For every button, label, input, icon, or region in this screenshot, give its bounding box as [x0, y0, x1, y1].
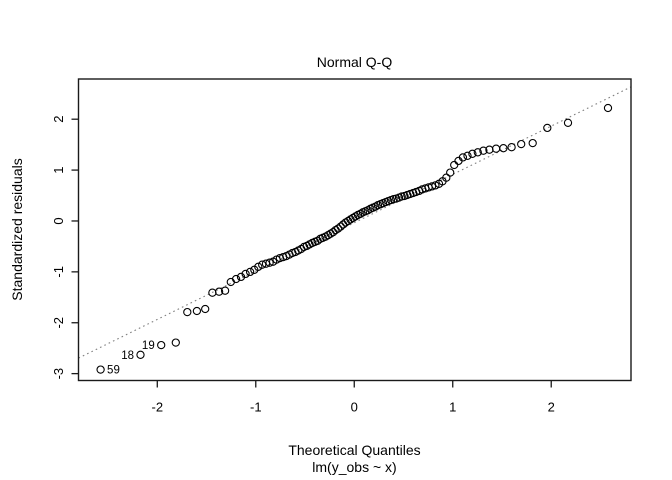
data-point	[463, 151, 472, 160]
x-tick-label: 1	[449, 400, 456, 415]
data-point	[245, 267, 255, 277]
data-point	[458, 153, 468, 162]
y-axis-label: Standardized residuals	[9, 158, 25, 300]
data-point	[603, 103, 613, 113]
data-point	[491, 144, 501, 153]
y-tick-label: -1	[51, 266, 66, 278]
data-point	[214, 287, 224, 296]
data-point	[507, 143, 516, 152]
data-point	[473, 148, 482, 157]
data-point	[450, 160, 459, 170]
data-point	[427, 182, 437, 191]
data-point	[220, 286, 230, 295]
y-tick-label: -3	[51, 368, 66, 380]
y-tick-label: 0	[51, 217, 66, 224]
point-label: 19	[142, 340, 155, 352]
data-point	[333, 224, 343, 233]
data-point	[543, 123, 552, 133]
data-point	[171, 338, 180, 347]
x-axis-label: Theoretical Quantiles	[288, 442, 420, 458]
plot-title: Normal Q-Q	[317, 54, 393, 70]
point-label: 59	[107, 365, 120, 377]
data-point	[499, 144, 508, 153]
data-point	[183, 307, 192, 317]
x-tick-label: 0	[351, 400, 358, 415]
data-point	[258, 260, 267, 269]
reference-line	[78, 86, 632, 359]
data-point	[241, 269, 250, 279]
x-tick-label: -1	[250, 400, 262, 415]
data-point	[563, 118, 573, 127]
data-point	[356, 209, 365, 218]
data-point	[336, 222, 345, 231]
data-point	[201, 304, 210, 314]
data-point	[442, 173, 451, 182]
y-tick-label: 1	[51, 166, 66, 173]
y-tick-label: 2	[51, 116, 66, 123]
y-tick-label: -2	[51, 317, 66, 329]
x-tick-label: 2	[548, 400, 555, 415]
data-point	[136, 350, 145, 359]
point-label: 18	[121, 350, 134, 362]
data-point	[157, 340, 166, 350]
data-point	[254, 262, 263, 271]
data-point	[446, 168, 455, 177]
data-point	[96, 365, 105, 374]
x-axis-sublabel: lm(y_obs ~ x)	[312, 459, 396, 475]
data-point	[397, 192, 406, 201]
data-point	[479, 146, 488, 155]
data-point	[265, 258, 274, 267]
x-tick-label: -2	[152, 400, 164, 415]
data-point	[231, 274, 241, 284]
data-point	[192, 306, 202, 316]
data-point	[468, 149, 477, 158]
data-point	[528, 138, 537, 148]
data-point	[517, 139, 526, 149]
